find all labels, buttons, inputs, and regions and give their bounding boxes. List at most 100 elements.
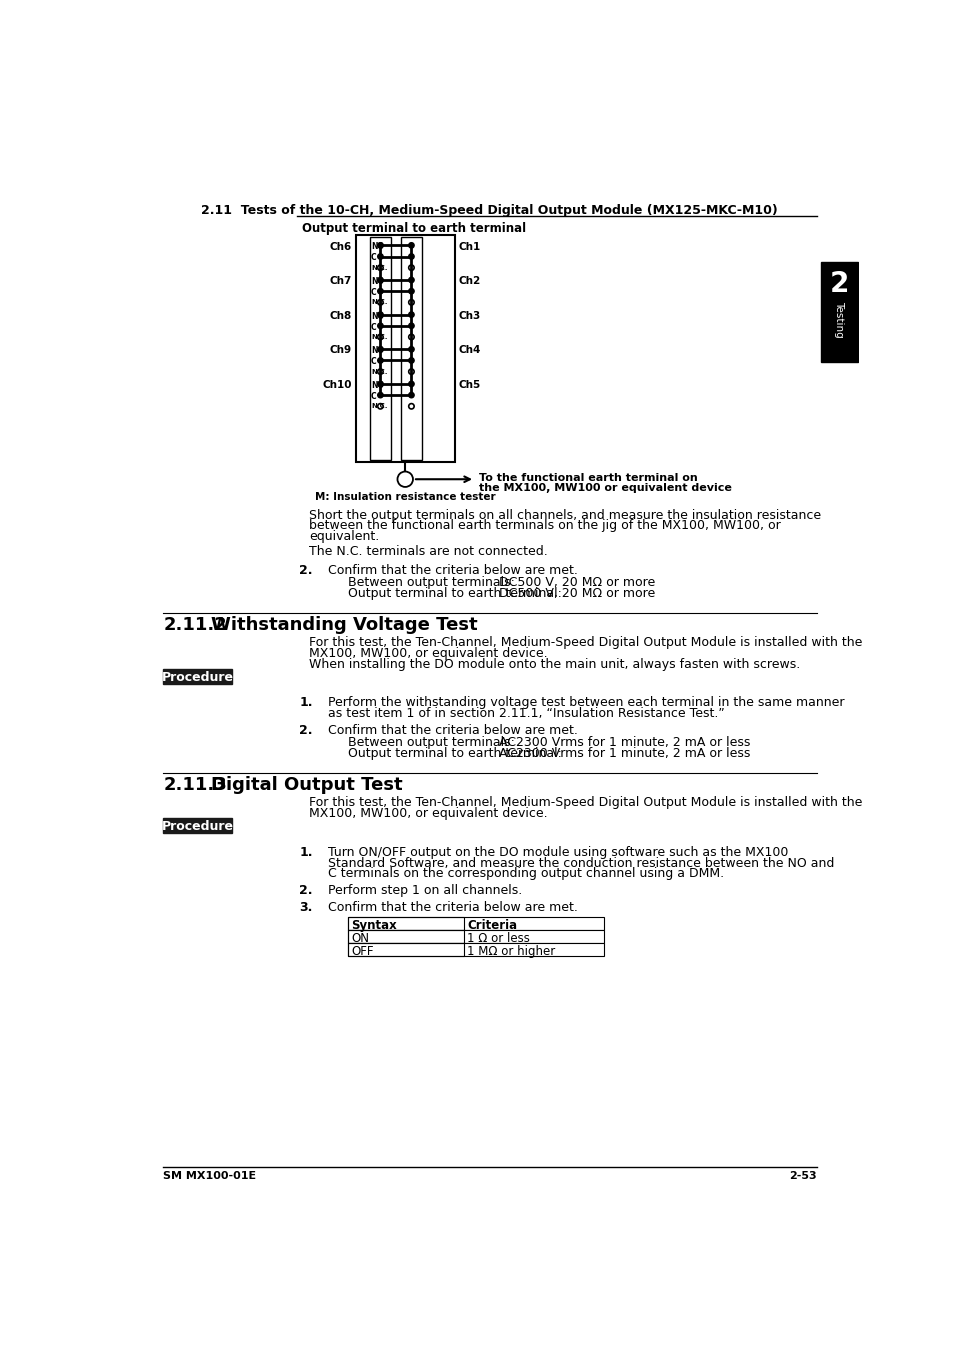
Text: equivalent.: equivalent. bbox=[309, 531, 379, 543]
Circle shape bbox=[408, 347, 414, 352]
Bar bbox=[348, 917, 603, 930]
Circle shape bbox=[377, 312, 383, 317]
Bar bbox=[348, 917, 464, 930]
Circle shape bbox=[377, 347, 383, 352]
Text: Digital Output Test: Digital Output Test bbox=[212, 776, 403, 794]
Text: 1 MΩ or higher: 1 MΩ or higher bbox=[467, 945, 555, 958]
Text: NO: NO bbox=[371, 277, 384, 286]
Bar bbox=[348, 942, 464, 956]
Text: N.C.: N.C. bbox=[371, 300, 387, 305]
Circle shape bbox=[377, 323, 383, 328]
Text: 2.11  Tests of the 10-CH, Medium-Speed Digital Output Module (MX125-MKC-M10): 2.11 Tests of the 10-CH, Medium-Speed Di… bbox=[200, 204, 777, 217]
Bar bbox=[355, 235, 455, 462]
Circle shape bbox=[408, 381, 414, 386]
Text: Ch9: Ch9 bbox=[330, 346, 352, 355]
Text: Perform step 1 on all channels.: Perform step 1 on all channels. bbox=[328, 884, 522, 898]
Bar bbox=[348, 942, 603, 956]
Text: M: M bbox=[399, 475, 410, 485]
Circle shape bbox=[408, 254, 414, 259]
Text: C terminals on the corresponding output channel using a DMM.: C terminals on the corresponding output … bbox=[328, 867, 724, 880]
Text: AC2300 Vrms for 1 minute, 2 mA or less: AC2300 Vrms for 1 minute, 2 mA or less bbox=[498, 747, 750, 760]
Text: as test item 1 of in section 2.11.1, “Insulation Resistance Test.”: as test item 1 of in section 2.11.1, “In… bbox=[328, 707, 724, 720]
Text: DC500 V, 20 MΩ or more: DC500 V, 20 MΩ or more bbox=[498, 587, 655, 599]
Text: Procedure: Procedure bbox=[161, 671, 233, 684]
Circle shape bbox=[377, 393, 383, 398]
Text: Short the output terminals on all channels, and measure the insulation resistanc: Short the output terminals on all channe… bbox=[309, 509, 821, 521]
Text: C: C bbox=[371, 323, 376, 332]
Text: Output terminal to earth terminal:: Output terminal to earth terminal: bbox=[348, 747, 561, 760]
Circle shape bbox=[408, 312, 414, 317]
Text: Output terminal to earth terminal:: Output terminal to earth terminal: bbox=[348, 587, 561, 599]
Text: C: C bbox=[371, 392, 376, 401]
Text: NO: NO bbox=[371, 381, 384, 390]
Text: N.C.: N.C. bbox=[371, 369, 387, 374]
Text: Ch5: Ch5 bbox=[458, 381, 480, 390]
Text: 2.: 2. bbox=[299, 724, 313, 737]
Text: C: C bbox=[371, 254, 376, 262]
Text: 1 Ω or less: 1 Ω or less bbox=[467, 931, 530, 945]
Text: Ch1: Ch1 bbox=[458, 242, 480, 251]
Circle shape bbox=[408, 243, 414, 248]
Text: NO: NO bbox=[371, 242, 384, 251]
Text: Testing: Testing bbox=[833, 301, 843, 338]
Text: 1.: 1. bbox=[299, 697, 313, 709]
Text: Standard Software, and measure the conduction resistance between the NO and: Standard Software, and measure the condu… bbox=[328, 856, 834, 869]
Text: To the functional earth terminal on: To the functional earth terminal on bbox=[478, 472, 697, 483]
Circle shape bbox=[408, 358, 414, 363]
Text: MX100, MW100, or equivalent device.: MX100, MW100, or equivalent device. bbox=[309, 647, 547, 660]
Text: DC500 V, 20 MΩ or more: DC500 V, 20 MΩ or more bbox=[498, 576, 655, 589]
Text: Ch6: Ch6 bbox=[329, 242, 352, 251]
Text: C: C bbox=[371, 358, 376, 366]
Text: N.C.: N.C. bbox=[371, 404, 387, 409]
Text: the MX100, MW100 or equivalent device: the MX100, MW100 or equivalent device bbox=[478, 483, 731, 493]
Text: Procedure: Procedure bbox=[161, 821, 233, 833]
Text: 2.: 2. bbox=[299, 884, 313, 898]
Text: Confirm that the criteria below are met.: Confirm that the criteria below are met. bbox=[328, 724, 578, 737]
Text: Ch8: Ch8 bbox=[329, 310, 352, 321]
Bar bbox=[163, 818, 232, 833]
Text: 1.: 1. bbox=[299, 845, 313, 859]
Bar bbox=[820, 262, 857, 362]
Text: For this test, the Ten-Channel, Medium-Speed Digital Output Module is installed : For this test, the Ten-Channel, Medium-S… bbox=[309, 796, 862, 810]
Text: Ch4: Ch4 bbox=[458, 346, 480, 355]
Bar bbox=[400, 238, 422, 460]
Text: Withstanding Voltage Test: Withstanding Voltage Test bbox=[212, 617, 477, 634]
Text: N.C.: N.C. bbox=[371, 265, 387, 270]
Circle shape bbox=[408, 323, 414, 328]
Bar bbox=[348, 930, 603, 942]
Text: NO: NO bbox=[371, 312, 384, 320]
Text: Ch10: Ch10 bbox=[322, 381, 352, 390]
Text: Syntax: Syntax bbox=[351, 919, 396, 931]
Circle shape bbox=[397, 471, 413, 487]
Text: The N.C. terminals are not connected.: The N.C. terminals are not connected. bbox=[309, 545, 547, 559]
Text: Turn ON/OFF output on the DO module using software such as the MX100: Turn ON/OFF output on the DO module usin… bbox=[328, 845, 788, 859]
Text: N.C.: N.C. bbox=[371, 333, 387, 340]
Text: Criteria: Criteria bbox=[467, 919, 517, 931]
Circle shape bbox=[377, 381, 383, 386]
Text: AC2300 Vrms for 1 minute, 2 mA or less: AC2300 Vrms for 1 minute, 2 mA or less bbox=[498, 736, 750, 749]
Text: Between output terminals:: Between output terminals: bbox=[348, 736, 515, 749]
Circle shape bbox=[377, 243, 383, 248]
Text: NO: NO bbox=[371, 346, 384, 355]
Bar bbox=[348, 930, 464, 942]
Text: SM MX100-01E: SM MX100-01E bbox=[163, 1170, 256, 1181]
Circle shape bbox=[408, 277, 414, 282]
Text: 2: 2 bbox=[829, 270, 848, 298]
Text: C: C bbox=[371, 288, 376, 297]
Text: 2.11.3: 2.11.3 bbox=[163, 776, 227, 794]
Circle shape bbox=[408, 289, 414, 294]
Bar bbox=[369, 238, 391, 460]
Text: Output terminal to earth terminal: Output terminal to earth terminal bbox=[301, 221, 525, 235]
Circle shape bbox=[377, 358, 383, 363]
Circle shape bbox=[377, 289, 383, 294]
Text: Perform the withstanding voltage test between each terminal in the same manner: Perform the withstanding voltage test be… bbox=[328, 697, 844, 709]
Bar bbox=[163, 668, 232, 684]
Text: ON: ON bbox=[351, 931, 369, 945]
Text: 2.: 2. bbox=[299, 564, 313, 576]
Circle shape bbox=[408, 393, 414, 398]
Text: Ch7: Ch7 bbox=[329, 277, 352, 286]
Text: 2.11.2: 2.11.2 bbox=[163, 617, 227, 634]
Text: between the functional earth terminals on the jig of the MX100, MW100, or: between the functional earth terminals o… bbox=[309, 520, 781, 532]
Text: 2-53: 2-53 bbox=[788, 1170, 816, 1181]
Text: Confirm that the criteria below are met.: Confirm that the criteria below are met. bbox=[328, 564, 578, 576]
